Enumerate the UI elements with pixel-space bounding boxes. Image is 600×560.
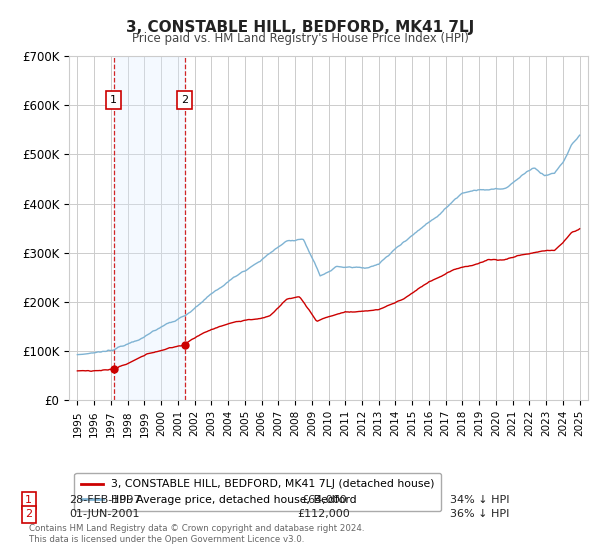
Text: Price paid vs. HM Land Registry's House Price Index (HPI): Price paid vs. HM Land Registry's House … [131,32,469,45]
Text: 34% ↓ HPI: 34% ↓ HPI [450,495,510,505]
Text: 1: 1 [25,495,32,505]
Text: Contains HM Land Registry data © Crown copyright and database right 2024.
This d: Contains HM Land Registry data © Crown c… [29,524,364,544]
Legend: 3, CONSTABLE HILL, BEDFORD, MK41 7LJ (detached house), HPI: Average price, detac: 3, CONSTABLE HILL, BEDFORD, MK41 7LJ (de… [74,473,441,511]
Text: 36% ↓ HPI: 36% ↓ HPI [451,509,509,519]
Text: 28-FEB-1997: 28-FEB-1997 [69,495,141,505]
Text: 2: 2 [181,95,188,105]
Text: 01-JUN-2001: 01-JUN-2001 [70,509,140,519]
Text: £64,000: £64,000 [301,495,347,505]
Text: 2: 2 [25,509,32,519]
Text: 1: 1 [110,95,117,105]
Bar [113,56,185,400]
Text: 3, CONSTABLE HILL, BEDFORD, MK41 7LJ: 3, CONSTABLE HILL, BEDFORD, MK41 7LJ [126,20,474,35]
Text: £112,000: £112,000 [298,509,350,519]
